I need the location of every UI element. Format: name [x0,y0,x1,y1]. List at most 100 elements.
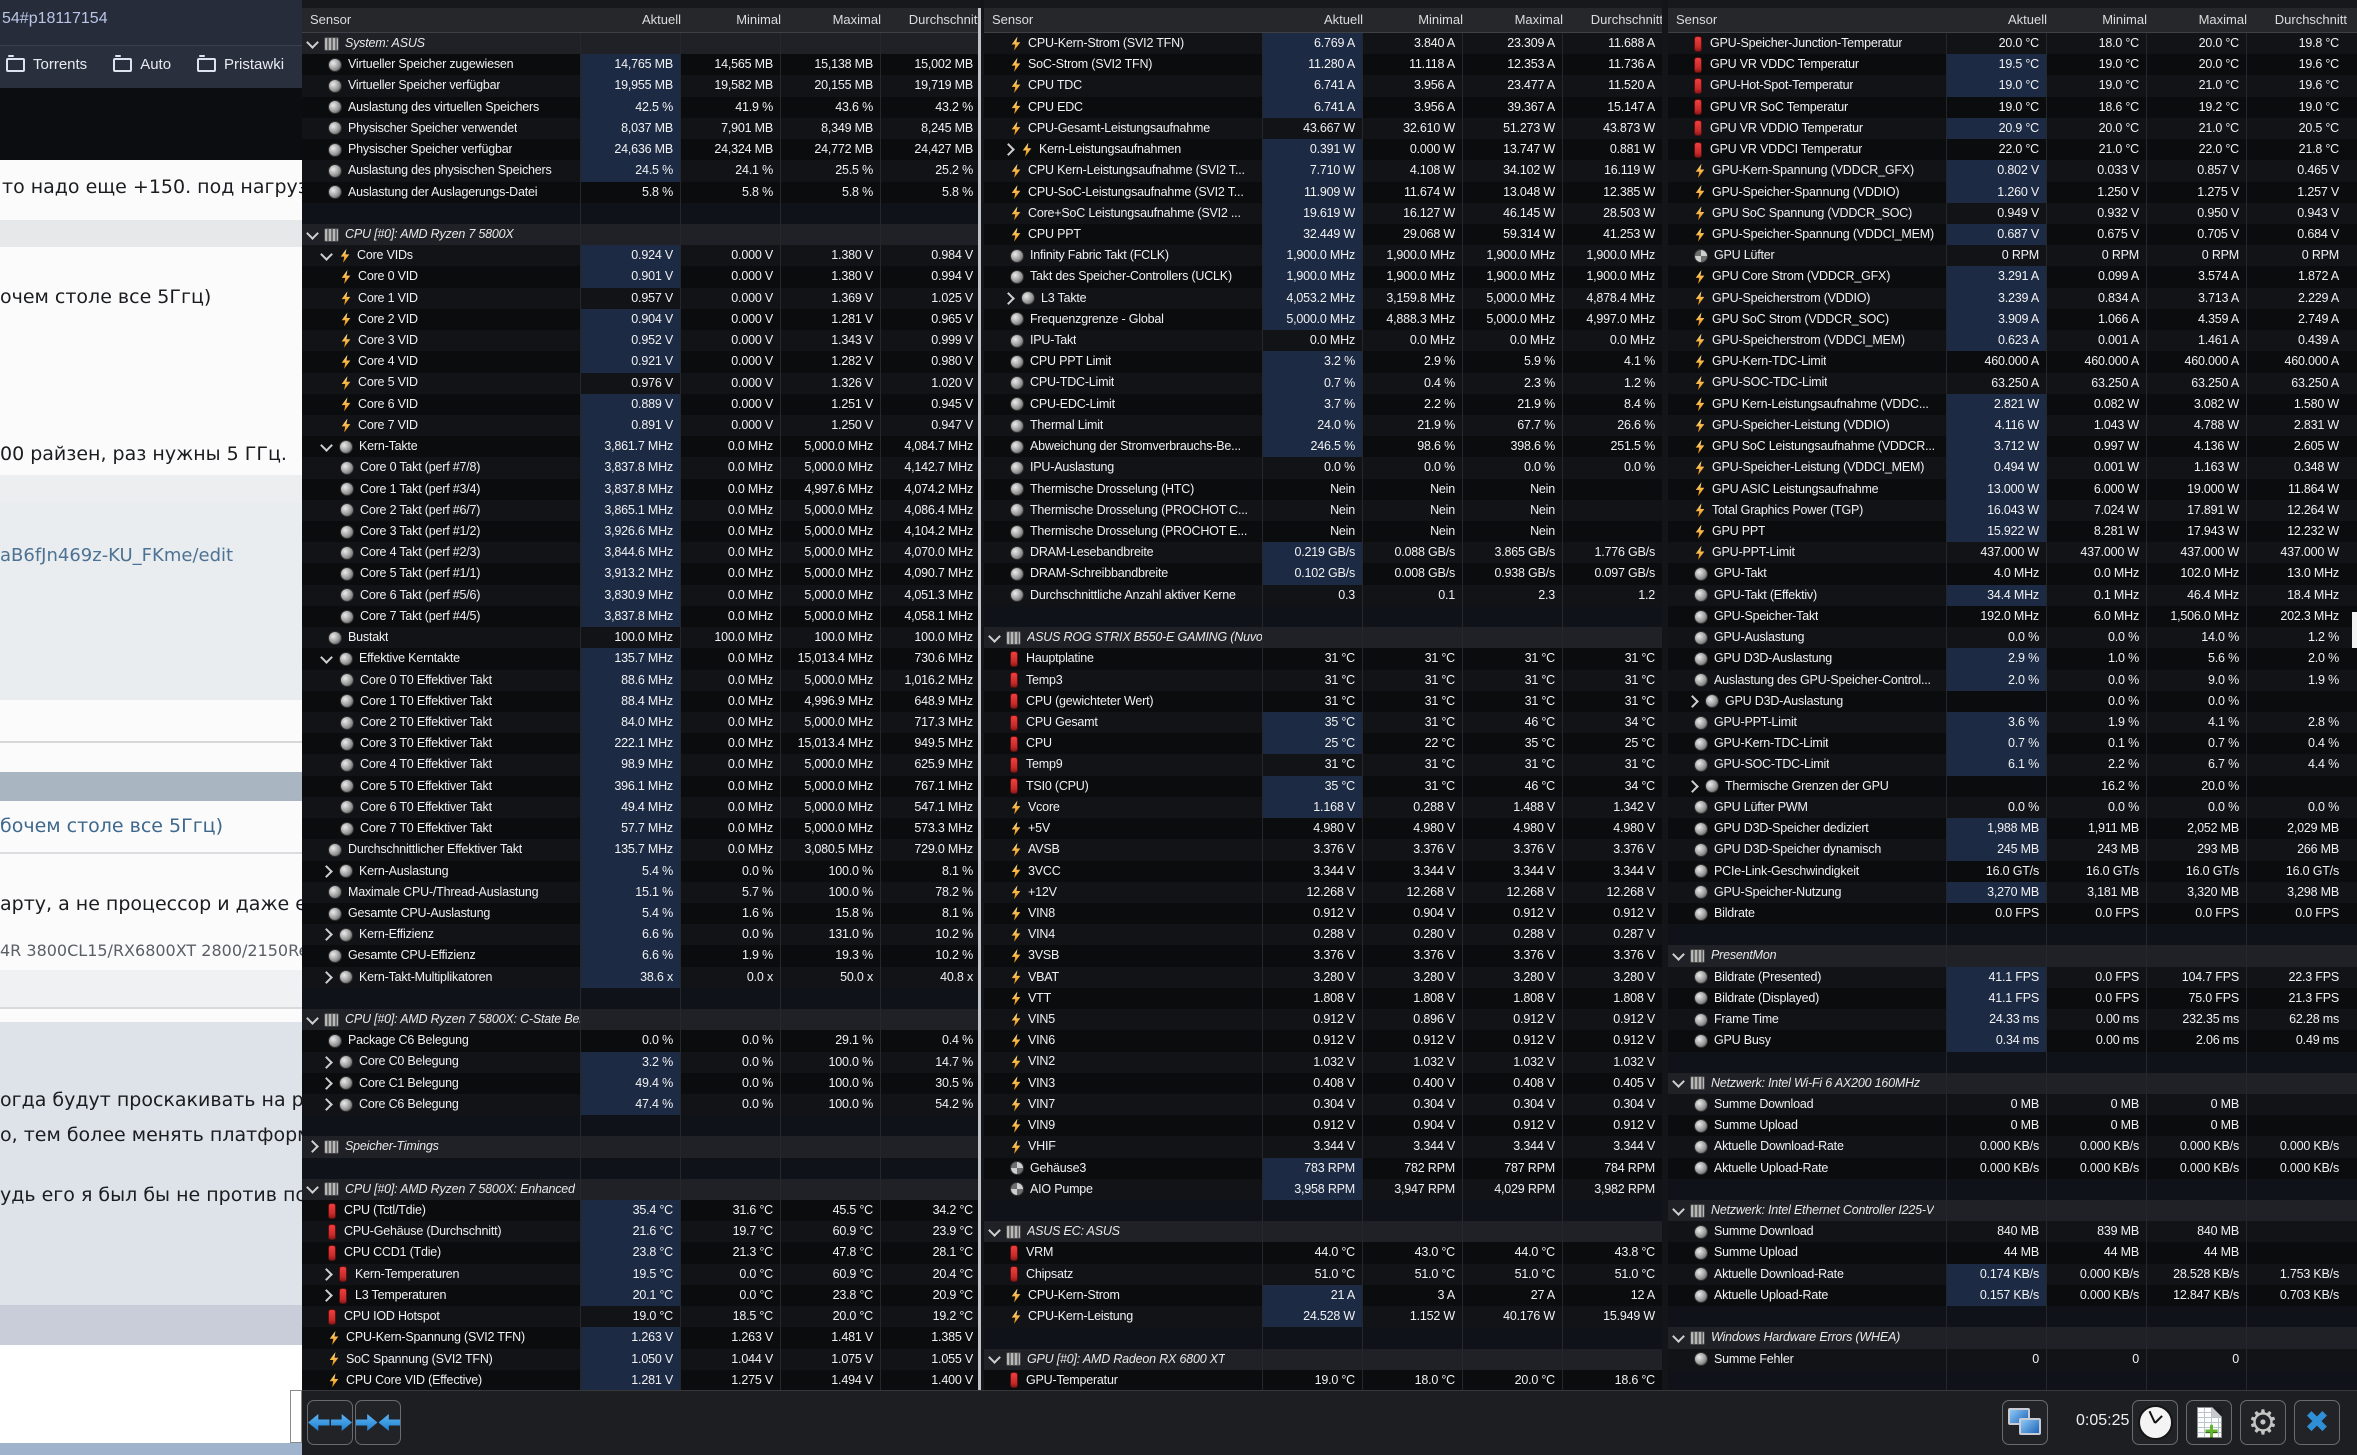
sensor-row[interactable]: GPU D3D-Speicher dediziert 1,988 MB 1,911 … [1668,818,2357,840]
sensor-row[interactable]: AVSB 3.376 V 3.376 V 3.376 V 3.376 V [984,839,1662,861]
section-row[interactable]: Netzwerk: Intel Wi-Fi 6 AX200 160MHz [1668,1072,2357,1094]
sensor-row[interactable]: Summe Download 0 MB 0 MB 0 MB [1668,1093,2357,1116]
sensor-row[interactable]: GPU Busy 0.34 ms 0.00 ms 2.06 ms 0.49 ms [1668,1030,2357,1052]
sensor-row[interactable]: Durchschnittlicher Effektiver Takt 135.7 … [302,839,980,861]
chevron-right-icon[interactable] [320,1098,333,1111]
sensor-row[interactable]: GPU-Kern-Spannung (VDDCR_GFX) 0.802 V 0.03… [1668,160,2357,182]
sensor-row[interactable]: CPU-Gehäuse (Durchschnitt) 21.6 °C 19.7 °C… [302,1221,980,1243]
sensor-row[interactable]: CPU Core VID (Effective) 1.281 V 1.275 V 1.… [302,1369,980,1390]
sensor-row[interactable]: Core 4 Takt (perf #2/3) 3,844.6 MHz 0.0 MH… [302,542,980,564]
sensor-row[interactable]: Summe Fehler 0 0 0 [1668,1348,2357,1370]
sensor-row[interactable]: Kern-Leistungsaufnahmen 0.391 W 0.000 W 13.… [984,139,1662,161]
sensor-row[interactable]: Takt des Speicher-Controllers (UCLK) 1,90… [984,266,1662,288]
sensor-row[interactable]: VIN8 0.912 V 0.904 V 0.912 V 0.912 V [984,902,1662,925]
sensor-row[interactable]: Core+SoC Leistungsaufnahme (SVI2 ... 19.6… [984,202,1662,224]
chevron-right-icon[interactable] [320,1267,333,1281]
chevron-down-icon[interactable] [320,247,333,261]
sensor-row[interactable]: GPU Lüfter PWM 0.0 % 0.0 % 0.0 % 0.0 % [1668,796,2357,819]
sensor-row[interactable]: GPU D3D-Auslastung 2.9 % 1.0 % 5.6 % 2.0 % [1668,648,2357,670]
sensor-row[interactable]: CPU-EDC-Limit 3.7 % 2.2 % 21.9 % 8.4 % [984,393,1662,415]
sensor-row[interactable]: Physischer Speicher verwendet 8,037 MB 7,9… [302,117,980,140]
chevron-right-icon[interactable] [1002,291,1015,305]
panel-scrollbar[interactable] [978,8,981,1390]
chevron-right-icon[interactable] [1002,143,1015,157]
sensor-row[interactable]: Aktuelle Upload-Rate 0.157 KB/s 0.000 KB/s… [1668,1284,2357,1307]
chevron-down-icon[interactable] [988,1223,1001,1237]
sensor-row[interactable]: VHIF 3.344 V 3.344 V 3.344 V 3.344 V [984,1136,1662,1158]
sensor-row[interactable]: GPU-Kern-TDC-Limit 460.000 A 460.000 A 460.… [1668,351,2357,373]
sensor-row[interactable]: GPU Core Strom (VDDCR_GFX) 3.291 A 0.099 A… [1668,266,2357,288]
sensor-row[interactable]: Core 7 Takt (perf #4/5) 3,837.8 MHz 0.0 MH… [302,605,980,628]
sensor-row[interactable]: Core VIDs 0.924 V 0.000 V 1.380 V 0.984 V [302,245,980,267]
sensor-row[interactable]: GPU VR VDDCI Temperatur 22.0 °C 21.0 °C 22.… [1668,139,2357,161]
sensor-row[interactable]: Total Graphics Power (TGP) 16.043 W 7.024 … [1668,499,2357,522]
sensor-row[interactable]: Gesamte CPU-Auslastung 5.4 % 1.6 % 15.8 % 8.… [302,902,980,925]
sensor-row[interactable]: Core 2 Takt (perf #6/7) 3,865.1 MHz 0.0 MH… [302,499,980,522]
sensor-table-panel-3[interactable]: Sensor Aktuell Minimal Maximal Durchschn… [1668,0,2357,1390]
sensor-row[interactable]: GPU Kern-Leistungsaufnahme (VDDC... 2.821… [1668,393,2357,415]
chevron-down-icon[interactable] [306,1011,319,1025]
sensor-row[interactable]: CPU Gesamt 35 °C 31 °C 46 °C 34 °C [984,712,1662,734]
sensor-row[interactable]: GPU-Speicher-Takt 192.0 MHz 6.0 MHz 1,506.0… [1668,605,2357,628]
sensor-row[interactable]: Thermische Grenzen der GPU 16.2 % 20.0 % [1668,775,2357,797]
table-header[interactable]: Sensor Aktuell Minimal Maximal Durchschn… [984,8,1662,33]
sensor-row[interactable]: VBAT 3.280 V 3.280 V 3.280 V 3.280 V [984,966,1662,988]
column-header-maximal[interactable]: Maximal [2154,8,2254,32]
chevron-down-icon[interactable] [306,35,319,49]
sensor-row[interactable]: GPU VR SoC Temperatur 19.0 °C 18.6 °C 19.2 … [1668,96,2357,118]
sensor-row[interactable]: Bildrate 0.0 FPS 0.0 FPS 0.0 FPS 0.0 FPS [1668,902,2357,925]
sensor-row[interactable]: CPU EDC 6.741 A 3.956 A 39.367 A 15.147 A [984,96,1662,118]
sensor-row[interactable]: 3VSB 3.376 V 3.376 V 3.376 V 3.376 V [984,945,1662,967]
sensor-row[interactable]: Core C6 Belegung 47.4 % 0.0 % 100.0 % 54.2 % [302,1093,980,1116]
sensor-row[interactable]: Core C1 Belegung 49.4 % 0.0 % 100.0 % 30.5 % [302,1072,980,1094]
sensor-table-panel-1[interactable]: Sensor Aktuell Minimal Maximal Durchschn… [302,0,980,1390]
sensor-row[interactable]: VIN3 0.408 V 0.400 V 0.408 V 0.405 V [984,1072,1662,1094]
logging-report-button[interactable]: + [2186,1400,2232,1445]
sensor-row[interactable]: Core 0 Takt (perf #7/8) 3,837.8 MHz 0.0 MH… [302,457,980,479]
chevron-right-icon[interactable] [320,1055,333,1069]
sensor-row[interactable]: VIN9 0.912 V 0.904 V 0.912 V 0.912 V [984,1115,1662,1137]
settings-button[interactable]: ⚙ [2240,1400,2286,1445]
sensor-row[interactable]: Core 3 VID 0.952 V 0.000 V 1.343 V 0.999 V [302,330,980,352]
column-header-sensor[interactable]: Sensor [1676,12,1718,27]
sensor-row[interactable]: Frame Time 24.33 ms 0.00 ms 232.35 ms 62.28 … [1668,1009,2357,1031]
sensor-row[interactable]: VRM 44.0 °C 43.0 °C 44.0 °C 43.8 °C [984,1242,1662,1264]
sensor-row[interactable]: AIO Pumpe 3,958 RPM 3,947 RPM 4,029 RPM 3,98… [984,1178,1662,1201]
chevron-right-icon[interactable] [306,1140,319,1154]
sensor-row[interactable]: Frequenzgrenze - Global 5,000.0 MHz 4,888.… [984,308,1662,331]
sensor-row[interactable]: Core 7 T0 Effektiver Takt 57.7 MHz 0.0 MHz… [302,818,980,840]
sensor-row[interactable]: Core 2 VID 0.904 V 0.000 V 1.281 V 0.965 V [302,308,980,331]
sensor-row[interactable]: GPU D3D-Speicher dynamisch 245 MB 243 MB 29… [1668,839,2357,861]
sensor-row[interactable]: Core 1 T0 Effektiver Takt 88.4 MHz 0.0 MHz… [302,690,980,712]
column-header-durchschnitt[interactable]: Durchschnitt [1570,8,1662,32]
sensor-row[interactable]: GPU-Speicher-Junction-Temperatur 20.0 °C 1… [1668,33,2357,55]
collapse-columns-button[interactable] [355,1400,401,1445]
sensor-row[interactable]: Abweichung der Stromverbrauchs-Be... 246.… [984,436,1662,458]
chevron-right-icon[interactable] [1686,779,1699,793]
sensor-row[interactable]: Summe Download 840 MB 839 MB 840 MB [1668,1221,2357,1243]
sensor-row[interactable]: Temp9 31 °C 31 °C 31 °C 31 °C [984,754,1662,776]
sensor-row[interactable]: VIN5 0.912 V 0.896 V 0.912 V 0.912 V [984,1009,1662,1031]
sensor-row[interactable]: GPU D3D-Auslastung 0.0 % 0.0 % [1668,690,2357,712]
sensor-row[interactable]: Aktuelle Download-Rate 0.000 KB/s 0.000 KB… [1668,1136,2357,1158]
sensor-row[interactable]: Core 7 VID 0.891 V 0.000 V 1.250 V 0.947 V [302,414,980,437]
bookmark-folder-auto[interactable]: Auto [113,54,171,73]
sensor-row[interactable]: +5V 4.980 V 4.980 V 4.980 V 4.980 V [984,818,1662,840]
sensor-row[interactable]: Chipsatz 51.0 °C 51.0 °C 51.0 °C 51.0 °C [984,1263,1662,1285]
expand-columns-button[interactable] [307,1400,353,1445]
column-header-sensor[interactable]: Sensor [992,12,1034,27]
sensor-row[interactable]: Core 6 VID 0.889 V 0.000 V 1.251 V 0.945 V [302,393,980,415]
sensor-row[interactable]: Core 4 VID 0.921 V 0.000 V 1.282 V 0.980 V [302,351,980,373]
column-header-maximal[interactable]: Maximal [1470,8,1570,32]
sensor-row[interactable]: GPU-Takt (Effektiv) 34.4 MHz 0.1 MHz 46.4 M… [1668,584,2357,606]
sensor-row[interactable]: CPU-TDC-Limit 0.7 % 0.4 % 2.3 % 1.2 % [984,372,1662,394]
column-header-minimal[interactable]: Minimal [688,8,788,32]
sensor-row[interactable]: GPU ASIC Leistungsaufnahme 13.000 W 6.000 … [1668,478,2357,500]
sensor-row[interactable]: 3VCC 3.344 V 3.344 V 3.344 V 3.344 V [984,860,1662,882]
table-header[interactable]: Sensor Aktuell Minimal Maximal Durchschn… [302,8,980,33]
sensor-row[interactable]: VIN7 0.304 V 0.304 V 0.304 V 0.304 V [984,1093,1662,1116]
